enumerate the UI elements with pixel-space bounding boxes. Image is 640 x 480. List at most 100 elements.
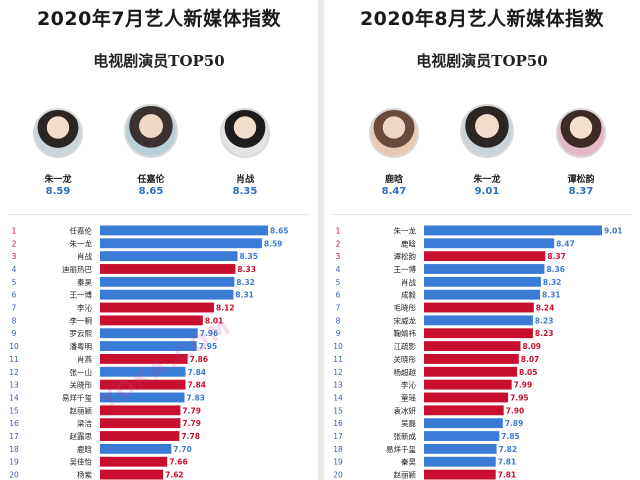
value-label: 7.84 [188, 381, 207, 390]
artist-name: 王一博 [394, 264, 417, 274]
artist-name: 李沁 [77, 303, 92, 313]
bar [424, 431, 500, 441]
bar [424, 392, 509, 403]
artist-name: 鞠婧祎 [394, 328, 417, 338]
bar [100, 315, 203, 326]
artist-name: 朱一龙 [70, 238, 93, 248]
artist-name: 梁洁 [77, 418, 92, 428]
top3-name-2: 任嘉伦 [137, 175, 165, 185]
value-label: 7.95 [199, 342, 218, 351]
bar [424, 456, 496, 467]
artist-name: 谭松韵 [394, 251, 417, 261]
top3-name-2: 朱一龙 [473, 175, 501, 185]
july-bar-chart: 1 任嘉伦 8.65 2 朱一龙 8.59 3 肖战 8.35 4 迪丽热巴 8.33 5 秦昊 8.32 6… [9, 225, 288, 480]
rank-label: 15 [333, 406, 343, 415]
rank-label: 3 [12, 252, 17, 261]
bar [424, 405, 504, 416]
rank-label: 6 [12, 291, 17, 300]
rank-label: 14 [9, 393, 19, 402]
bar [424, 264, 545, 274]
rank-label: 10 [333, 342, 343, 351]
value-label: 8.59 [264, 239, 283, 248]
artist-name: 肖战 [401, 277, 416, 287]
top3-value-2: 8.65 [138, 186, 164, 197]
artist-name: 杨超越 [394, 367, 417, 377]
top3-name-3: 肖战 [235, 175, 254, 185]
value-label: 8.07 [521, 355, 540, 364]
bar [424, 328, 533, 339]
rank-label: 3 [336, 252, 341, 261]
artist-name: 王一博 [70, 290, 93, 300]
top3-value-3: 8.37 [568, 186, 594, 197]
artist-name: 鹿晗 [77, 444, 92, 454]
bar [100, 469, 164, 480]
bar [424, 289, 540, 300]
artist-name: 易烊千玺 [386, 444, 416, 454]
value-label: 7.66 [169, 458, 188, 467]
artist-name: 江疏影 [394, 341, 417, 351]
artist-name: 张一山 [70, 367, 93, 377]
rank-label: 16 [333, 419, 343, 428]
rank-label: 11 [333, 355, 343, 364]
value-label: 7.79 [182, 406, 201, 415]
bar [424, 302, 534, 313]
bar [424, 443, 497, 454]
artist-name: 杨紫 [77, 470, 92, 480]
august-bar-chart: 1 朱一龙 9.01 2 鹿晗 8.47 3 谭松韵 8.37 4 王一博 8.36 5 肖战 8.32 6 成… [333, 225, 622, 480]
rank-label: 19 [333, 458, 343, 467]
value-label: 7.99 [514, 381, 533, 390]
bar [100, 418, 181, 429]
rank-label: 8 [336, 316, 341, 325]
rank-label: 9 [336, 329, 341, 338]
bar [424, 469, 496, 480]
bar [424, 251, 546, 262]
value-label: 7.81 [498, 458, 517, 467]
value-label: 8.35 [239, 252, 258, 261]
rank-label: 13 [333, 381, 343, 390]
bar [100, 264, 236, 274]
rank-label: 20 [9, 471, 19, 480]
rank-label: 5 [12, 278, 17, 287]
bar [424, 238, 555, 249]
august-ranking-panel: 2020年8月艺人新媒体指数 电视剧演员TOP50 鹿晗 8.47 朱一龙 9.… [324, 0, 640, 480]
top3-value-1: 8.59 [45, 186, 71, 197]
rank-label: 4 [12, 265, 17, 274]
rank-label: 17 [333, 432, 343, 441]
artist-name: 赵丽颖 [70, 405, 93, 415]
artist-name: 肖战 [77, 251, 92, 261]
bar [424, 354, 519, 364]
bar [100, 289, 234, 300]
divider [332, 214, 632, 215]
artist-name: 袁冰妍 [394, 405, 417, 415]
artist-name: 赵丽颖 [394, 470, 417, 480]
bar [424, 366, 517, 377]
bar [100, 225, 268, 236]
value-label: 7.84 [188, 368, 207, 377]
rank-label: 6 [336, 291, 341, 300]
artist-name: 潘粤明 [70, 341, 93, 351]
top3-name-3: 谭松韵 [567, 175, 595, 185]
value-label: 7.81 [498, 471, 517, 480]
top3-name-1: 鹿晗 [384, 175, 403, 185]
bar [100, 366, 186, 377]
artist-name: 毛晓彤 [394, 303, 417, 313]
bar [424, 225, 602, 236]
artist-name: 罗云熙 [70, 329, 93, 338]
rank-label: 15 [9, 406, 19, 415]
value-label: 7.95 [510, 393, 529, 402]
rank-label: 9 [12, 329, 17, 338]
artist-name: 关晓彤 [70, 380, 93, 390]
bar [424, 341, 521, 351]
bar [100, 456, 168, 467]
rank-label: 1 [12, 226, 17, 235]
avatar-lu-han [369, 108, 419, 158]
bar [100, 431, 180, 441]
value-label: 8.31 [235, 291, 254, 300]
rank-label: 4 [336, 265, 341, 274]
value-label: 7.85 [501, 432, 520, 441]
value-label: 7.79 [182, 419, 201, 428]
artist-name: 关晓彤 [394, 354, 417, 364]
value-label: 7.78 [181, 432, 200, 441]
bar [100, 443, 172, 454]
top3-value-1: 8.47 [381, 186, 407, 197]
